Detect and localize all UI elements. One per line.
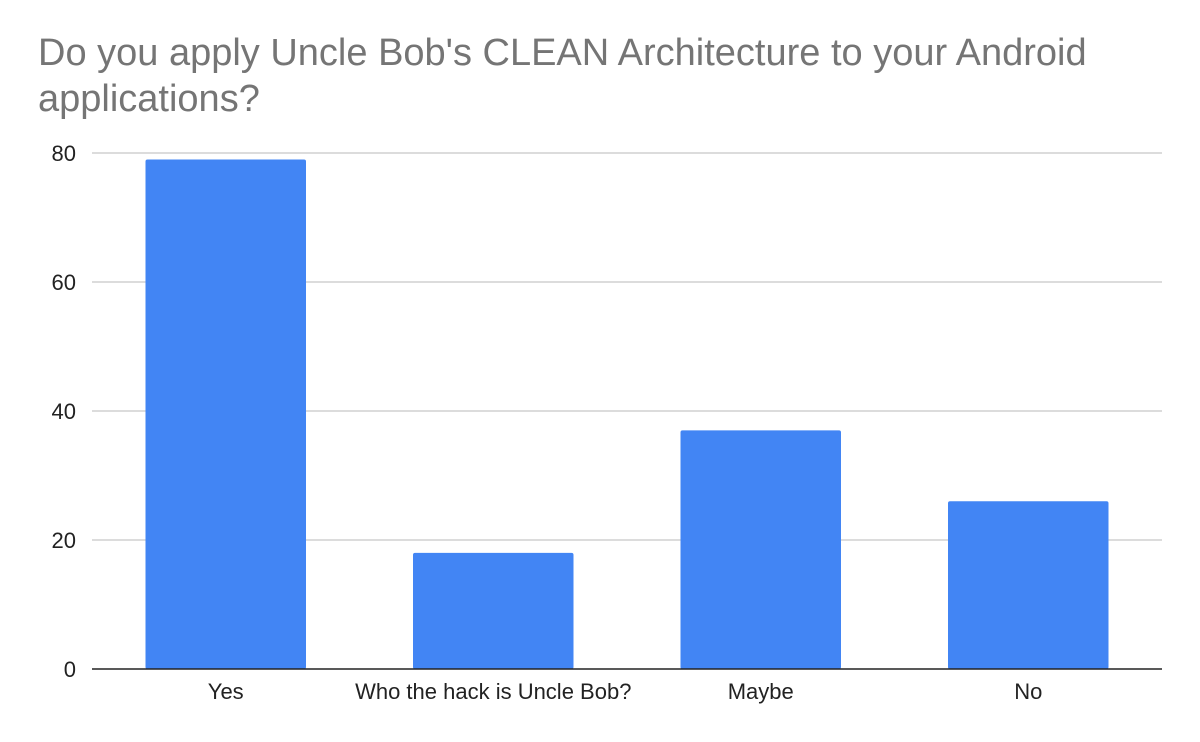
x-tick-label: Who the hack is Uncle Bob? bbox=[355, 679, 631, 704]
y-tick-label: 20 bbox=[52, 528, 76, 553]
chart-title: Do you apply Uncle Bob's CLEAN Architect… bbox=[38, 32, 1087, 120]
x-tick-label: Yes bbox=[208, 679, 244, 704]
x-axis-labels: Yes Who the hack is Uncle Bob? Maybe No bbox=[208, 679, 1043, 704]
x-tick-label: No bbox=[1014, 679, 1042, 704]
x-tick-label: Maybe bbox=[728, 679, 794, 704]
bar bbox=[948, 501, 1109, 669]
y-tick-label: 60 bbox=[52, 270, 76, 295]
bars bbox=[145, 159, 1109, 669]
bar bbox=[413, 552, 574, 669]
y-tick-label: 40 bbox=[52, 399, 76, 424]
y-tick-label: 80 bbox=[52, 141, 76, 166]
bar bbox=[145, 159, 306, 669]
y-tick-label: 0 bbox=[64, 657, 76, 682]
y-axis-ticks: 0 20 40 60 80 bbox=[52, 141, 76, 682]
bar bbox=[680, 430, 841, 669]
